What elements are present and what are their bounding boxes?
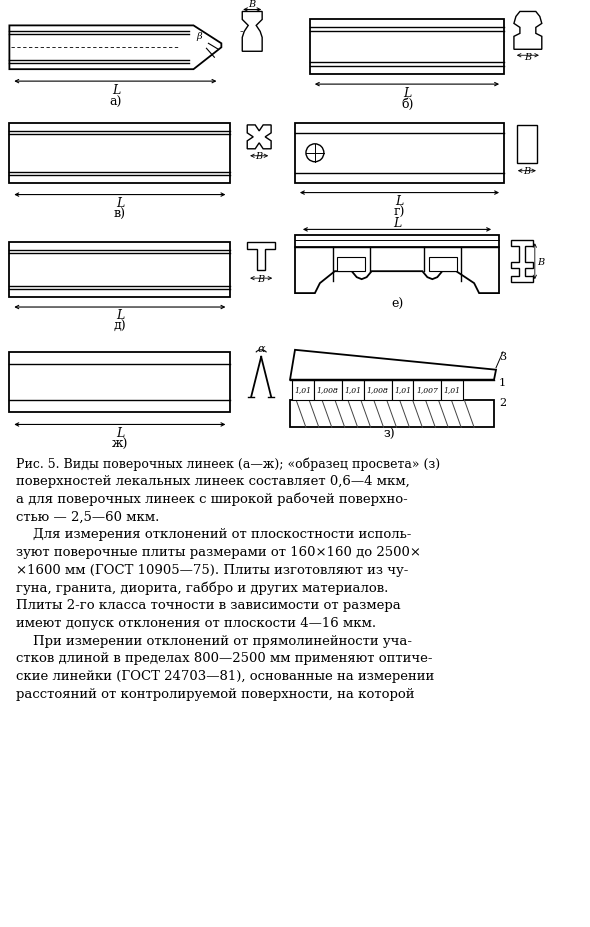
Text: 1,008: 1,008 [366,387,389,394]
Bar [9,124,230,184]
Text: L: L [395,195,404,208]
Polygon shape [9,26,221,70]
Text: 3: 3 [499,351,506,362]
Text: стков длиной в пределах 800—2500 мм применяют оптиче-: стков длиной в пределах 800—2500 мм прим… [17,652,433,665]
Bar [414,380,441,400]
Text: В: В [523,167,530,176]
Text: имеют допуск отклонения от плоскости 4—16 мкм.: имеют допуск отклонения от плоскости 4—1… [17,616,376,629]
Bar [310,20,504,75]
Text: г): г) [394,206,405,219]
Text: 1,008: 1,008 [317,387,339,394]
Bar [9,352,230,413]
Bar [290,400,494,428]
Polygon shape [247,126,271,149]
Text: В: В [537,258,545,266]
Text: L: L [394,217,402,230]
Text: В: В [525,53,532,62]
Bar [295,124,504,184]
Text: В: В [248,0,256,9]
Bar [430,258,457,272]
Text: а для поверочных линеек с широкой рабочей поверхно-: а для поверочных линеек с широкой рабоче… [17,492,408,506]
Text: зуют поверочные плиты размерами от 160×160 до 2500×: зуют поверочные плиты размерами от 160×1… [17,545,421,558]
Polygon shape [242,12,262,52]
Text: а): а) [110,95,122,108]
Text: ские линейки (ГОСТ 24703—81), основанные на измерении: ские линейки (ГОСТ 24703—81), основанные… [17,669,435,682]
Bar [337,258,365,272]
Text: Для измерения отклонений от плоскостности исполь-: Для измерения отклонений от плоскостност… [17,527,412,540]
Text: L: L [116,426,124,439]
Bar [292,380,314,400]
Text: гуна, гранита, диорита, габбро и других материалов.: гуна, гранита, диорита, габбро и других … [17,581,389,594]
Text: стью — 2,5—60 мкм.: стью — 2,5—60 мкм. [17,510,160,523]
Text: Рис. 5. Виды поверочных линеек (а—ж); «образец просвета» (з): Рис. 5. Виды поверочных линеек (а—ж); «о… [17,457,441,470]
Bar [392,380,414,400]
Text: 1: 1 [499,377,506,387]
Bar [314,380,342,400]
Bar [295,236,499,248]
Text: в): в) [114,208,126,221]
Text: е): е) [391,298,404,311]
Polygon shape [511,241,533,283]
Text: α: α [257,343,265,353]
Text: расстояний от контролируемой поверхности, на которой: расстояний от контролируемой поверхности… [17,687,415,700]
Text: поверхностей лекальных линеек составляет 0,6—4 мкм,: поверхностей лекальных линеек составляет… [17,475,410,488]
Text: L: L [112,83,120,96]
Text: б): б) [401,97,414,110]
Text: При измерении отклонений от прямолинейности уча-: При измерении отклонений от прямолинейно… [17,634,412,647]
Text: ж): ж) [112,438,128,451]
Text: 1,01: 1,01 [444,387,461,394]
Text: ×1600 мм (ГОСТ 10905—75). Плиты изготовляют из чу-: ×1600 мм (ГОСТ 10905—75). Плиты изготовл… [17,564,409,577]
Text: В: В [258,274,265,284]
Bar [441,380,463,400]
Bar [342,380,363,400]
Text: β: β [196,32,202,41]
Text: 1,01: 1,01 [294,387,312,394]
Text: Плиты 2-го класса точности в зависимости от размера: Плиты 2-го класса точности в зависимости… [17,599,401,612]
Text: L: L [116,197,124,210]
Text: L: L [404,86,412,99]
Bar [363,380,392,400]
Text: д): д) [113,319,126,332]
Text: 1,007: 1,007 [417,387,438,394]
Polygon shape [247,243,275,271]
Text: L: L [116,309,124,323]
Polygon shape [295,248,499,294]
Text: 1,01: 1,01 [344,387,361,394]
Text: 1,01: 1,01 [394,387,411,394]
Bar [9,243,230,298]
Polygon shape [290,350,496,380]
Text: 2: 2 [499,397,506,407]
Bar [517,126,537,163]
Text: В: В [255,152,263,161]
Polygon shape [514,12,542,50]
Text: з): з) [384,427,395,440]
